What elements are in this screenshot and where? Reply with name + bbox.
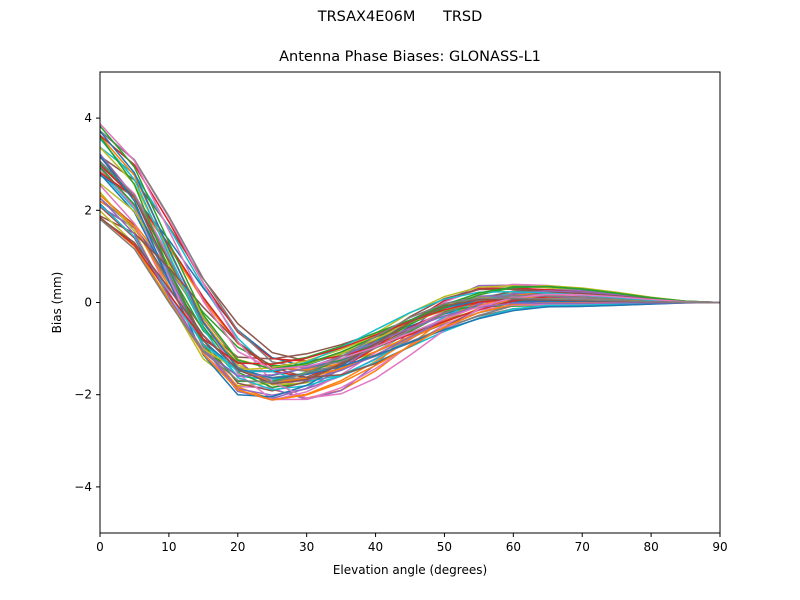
y-axis-label: Bias (mm) bbox=[50, 272, 64, 334]
series-line bbox=[99, 197, 721, 379]
x-axis-label: Elevation angle (degrees) bbox=[333, 563, 487, 577]
series-line bbox=[99, 155, 721, 398]
series-layer bbox=[99, 123, 721, 401]
series-line bbox=[99, 203, 721, 377]
x-tick-label: 20 bbox=[230, 540, 245, 554]
series-line bbox=[99, 153, 721, 400]
y-tick-label: −4 bbox=[74, 480, 92, 494]
series-line bbox=[99, 160, 721, 382]
x-tick-label: 50 bbox=[437, 540, 452, 554]
y-tick-label: 4 bbox=[84, 111, 92, 125]
series-line bbox=[99, 125, 721, 370]
series-line bbox=[99, 130, 721, 370]
figure-suptitle: TRSAX4E06M TRSD bbox=[317, 9, 483, 25]
series-line bbox=[99, 197, 721, 377]
y-axis-ticks: −4 −2 0 2 4 bbox=[74, 111, 100, 494]
x-tick-label: 60 bbox=[506, 540, 521, 554]
x-tick-label: 0 bbox=[96, 540, 104, 554]
x-tick-label: 70 bbox=[575, 540, 590, 554]
plot-title: Antenna Phase Biases: GLONASS-L1 bbox=[279, 49, 541, 65]
y-tick-label: 2 bbox=[84, 203, 92, 217]
series-line bbox=[99, 130, 721, 380]
y-tick-label: −2 bbox=[74, 388, 92, 402]
series-line bbox=[99, 123, 721, 370]
x-axis-ticks: 0 10 20 30 40 50 60 70 80 90 bbox=[96, 533, 728, 554]
series-line bbox=[99, 162, 721, 389]
series-line bbox=[99, 204, 721, 372]
y-tick-label: 0 bbox=[84, 296, 92, 310]
x-tick-label: 10 bbox=[161, 540, 176, 554]
series-line bbox=[99, 218, 721, 384]
series-line bbox=[99, 191, 721, 387]
x-tick-label: 90 bbox=[712, 540, 727, 554]
x-tick-label: 40 bbox=[368, 540, 383, 554]
series-line bbox=[99, 170, 721, 381]
series-line bbox=[99, 130, 721, 399]
x-tick-label: 80 bbox=[643, 540, 658, 554]
series-line bbox=[99, 184, 721, 389]
x-tick-label: 30 bbox=[299, 540, 314, 554]
